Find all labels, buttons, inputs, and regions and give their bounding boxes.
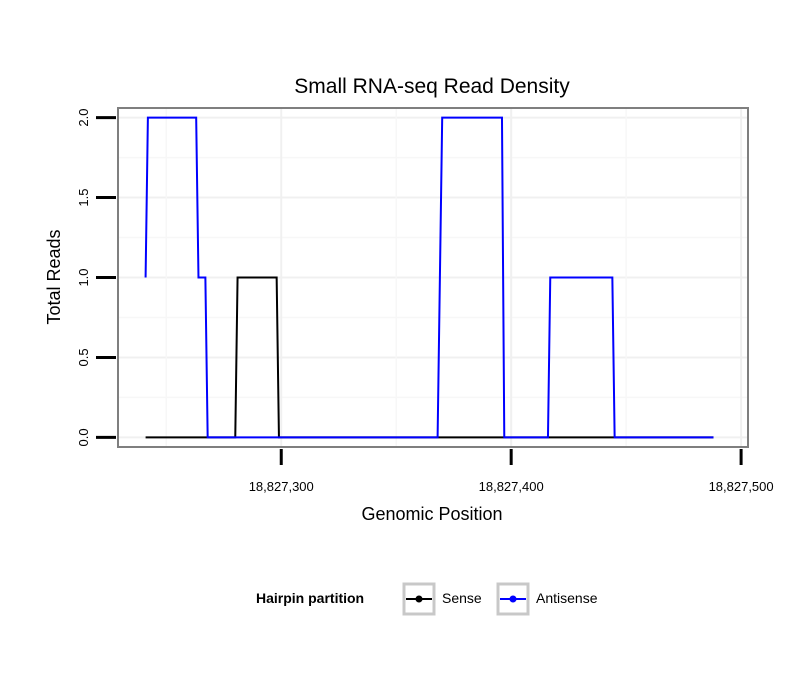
x-axis: 18,827,300 18,827,400 18,827,500 xyxy=(249,449,774,494)
y-tick-label: 1.0 xyxy=(76,268,91,286)
y-axis: 0.0 0.5 1.0 1.5 2.0 xyxy=(76,109,116,446)
series-lines xyxy=(144,116,714,439)
y-tick-label: 0.5 xyxy=(76,348,91,366)
legend-key-point xyxy=(415,595,423,603)
x-axis-title: Genomic Position xyxy=(361,504,502,524)
y-tick-label: 1.5 xyxy=(76,189,91,207)
x-tick-label: 18,827,400 xyxy=(479,479,544,494)
legend: Hairpin partition Sense Antisense xyxy=(256,582,598,616)
chart-title: Small RNA-seq Read Density xyxy=(294,75,570,98)
legend-key-point xyxy=(509,595,517,603)
grid xyxy=(118,108,748,447)
plot-panel-border xyxy=(117,107,749,448)
y-tick-label: 0.0 xyxy=(76,428,91,446)
x-tick-label: 18,827,500 xyxy=(709,479,774,494)
legend-label-sense: Sense xyxy=(442,590,482,606)
legend-label-antisense: Antisense xyxy=(536,590,598,606)
legend-title: Hairpin partition xyxy=(256,590,364,606)
x-tick-label: 18,827,300 xyxy=(249,479,314,494)
series-line-antisense xyxy=(144,116,714,439)
y-tick-label: 2.0 xyxy=(76,109,91,127)
y-axis-title: Total Reads xyxy=(44,229,64,324)
